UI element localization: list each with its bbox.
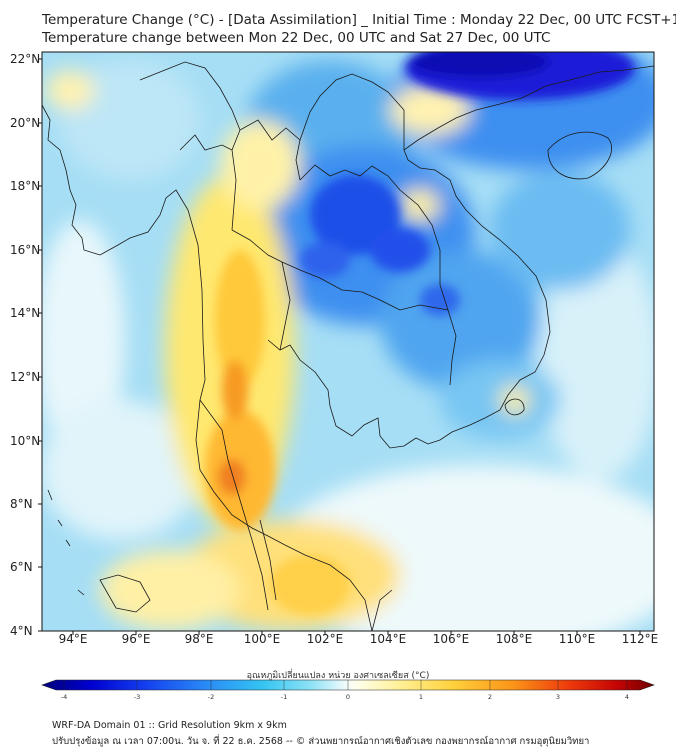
- lon-label: 102°E: [306, 632, 344, 646]
- map-subtitle: Temperature change between Mon 22 Dec, 0…: [42, 30, 551, 46]
- footer-credit: ปรับปรุงข้อมูล ณ เวลา 07:00น. วัน จ. ที่…: [52, 736, 590, 747]
- colorbar-tick: 3: [555, 693, 561, 701]
- lon-label: 98°E: [184, 632, 214, 646]
- colorbar-tick: -2: [207, 693, 215, 701]
- lat-label: 12°N: [10, 370, 41, 384]
- lat-label: 16°N: [10, 243, 41, 257]
- lat-label: 18°N: [10, 179, 41, 193]
- lat-label: 22°N: [10, 52, 41, 66]
- lon-label: 104°E: [369, 632, 407, 646]
- lat-label: 6°N: [10, 560, 33, 574]
- colorbar-tick: 2: [487, 693, 493, 701]
- lat-label: 20°N: [10, 116, 41, 130]
- colorbar-tick: 1: [418, 693, 424, 701]
- lat-label: 14°N: [10, 306, 41, 320]
- colorbar-tick: -3: [133, 693, 141, 701]
- lon-label: 112°E: [621, 632, 659, 646]
- lon-label: 108°E: [495, 632, 533, 646]
- colorbar-title: อุณหภูมิเปลี่ยนแปลง หน่วย องศาเซลเซียส (…: [246, 671, 430, 681]
- lat-label: 4°N: [10, 624, 33, 638]
- map-frame: [41, 51, 655, 632]
- lon-label: 100°E: [243, 632, 281, 646]
- footer-model-info: WRF-DA Domain 01 :: Grid Resolution 9km …: [52, 720, 287, 731]
- lon-label: 106°E: [432, 632, 470, 646]
- lon-label: 94°E: [58, 632, 88, 646]
- country-borders: [42, 61, 654, 631]
- colorbar: [41, 679, 655, 691]
- lat-label: 8°N: [10, 497, 33, 511]
- map-title: Temperature Change (°C) - [Data Assimila…: [42, 12, 676, 28]
- lat-label: 10°N: [10, 434, 41, 448]
- lon-label: 110°E: [558, 632, 596, 646]
- colorbar-tick: 0: [345, 693, 351, 701]
- lon-label: 96°E: [121, 632, 151, 646]
- colorbar-tick: -4: [60, 693, 68, 701]
- colorbar-tick: -1: [280, 693, 288, 701]
- axis-ticks: [38, 58, 641, 635]
- colorbar-tick: 4: [624, 693, 630, 701]
- temperature-field: [42, 52, 654, 631]
